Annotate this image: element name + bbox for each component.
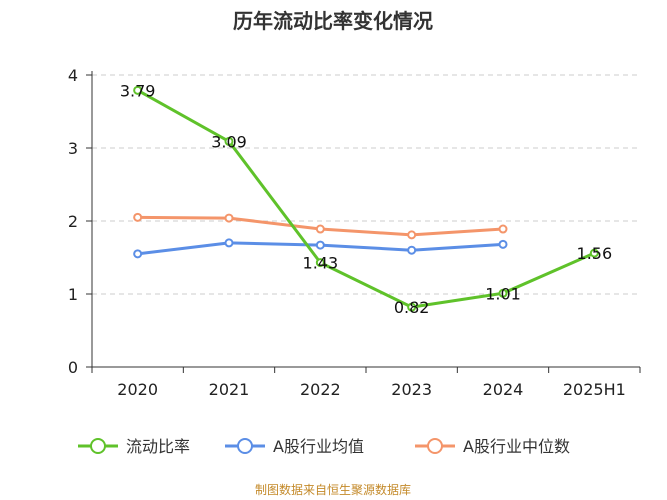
data-label: 1.56 (577, 244, 613, 263)
legend: 流动比率 A股行业均值 A股行业中位数 (78, 437, 570, 456)
grid-lines (92, 74, 640, 295)
data-point (133, 85, 143, 95)
x-tick-label: 2025H1 (563, 380, 626, 399)
legend-label: A股行业均值 (273, 437, 364, 456)
data-label: 1.01 (485, 284, 521, 303)
chart-title: 历年流动比率变化情况 (233, 9, 433, 33)
legend-label: 流动比率 (126, 437, 190, 456)
data-label: 3.79 (120, 81, 156, 100)
legend-marker (90, 438, 106, 454)
data-point (315, 240, 325, 250)
data-point (224, 136, 234, 146)
data-point (133, 249, 143, 259)
x-tick-label: 2021 (209, 380, 250, 399)
data-point (224, 238, 234, 248)
data-point (498, 224, 508, 234)
data-point (589, 248, 599, 258)
y-tick-label: 3 (68, 139, 78, 158)
x-tick-label: 2024 (483, 380, 524, 399)
x-tick-label: 2020 (117, 380, 158, 399)
data-label: 1.43 (303, 254, 339, 273)
source-note: 制图数据来自恒生聚源数据库 (255, 482, 411, 497)
y-tick-label: 1 (68, 285, 78, 304)
legend-marker (237, 438, 253, 454)
data-labels: 3.79 3.09 1.43 0.82 1.01 1.56 (120, 81, 612, 317)
data-point (498, 239, 508, 249)
x-tick-label: 2022 (300, 380, 341, 399)
data-point (315, 224, 325, 234)
y-tick-label: 0 (68, 358, 78, 377)
x-tick-label: 2023 (391, 380, 432, 399)
data-point (498, 288, 508, 298)
data-point (407, 230, 417, 240)
series-group (133, 85, 599, 312)
series-line (136, 89, 595, 309)
y-tick-label: 4 (68, 66, 78, 85)
legend-marker (427, 438, 443, 454)
data-point (133, 212, 143, 222)
legend-label: A股行业中位数 (463, 437, 570, 456)
data-label: 3.09 (211, 132, 247, 151)
data-point (224, 213, 234, 223)
data-point (407, 302, 417, 312)
data-point (315, 258, 325, 268)
data-point (407, 245, 417, 255)
data-label: 0.82 (394, 298, 430, 317)
axes: 0 1 2 3 4 2020 2021 2022 2023 2024 2025H1 (68, 66, 641, 399)
y-tick-label: 2 (68, 212, 78, 231)
